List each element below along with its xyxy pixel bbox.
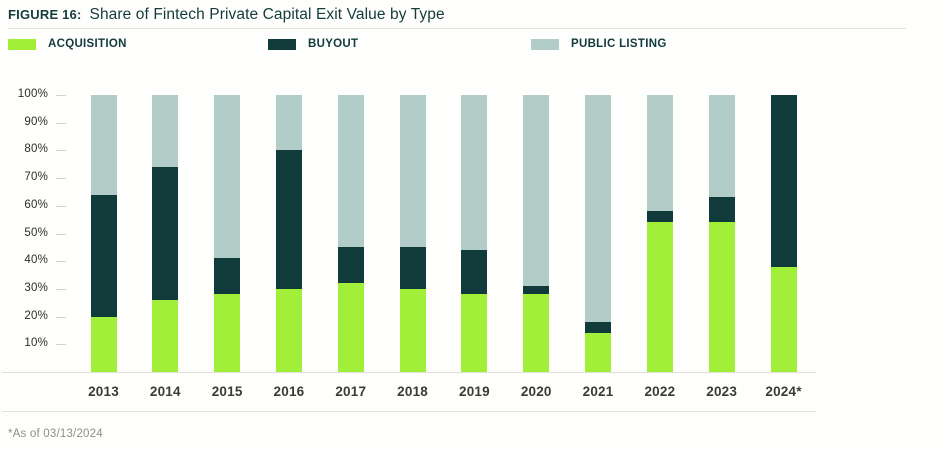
y-axis-tick-mark [56,288,66,290]
figure-header: FIGURE 16: Share of Fintech Private Capi… [8,6,908,24]
figure-number-label: FIGURE 16: [8,7,82,22]
bar-segment-2014-acquisition [152,299,179,372]
y-axis-tick-label: 50% [24,226,48,239]
bar-segment-2022-buyout [646,211,673,223]
y-axis-tick-label: 10% [24,337,48,350]
bar-segment-2019-public-listing [461,95,488,251]
bar-segment-2013-acquisition [90,316,117,372]
y-axis-tick-mark [56,261,66,263]
bar-segment-2018-buyout [399,247,426,289]
bar-segment-2019-acquisition [461,294,488,372]
x-axis-baseline [2,372,816,373]
legend-item-public-listing: PUBLIC LISTING [531,38,667,50]
y-axis-tick-mark [56,205,66,207]
bar-segment-2022-acquisition [646,222,673,372]
bar-segment-2024-acquisition [770,266,797,372]
bar-segment-2016-acquisition [275,288,302,372]
bar-segment-2023-public-listing [708,95,735,198]
bar-segment-2021-buyout [585,322,612,334]
legend-label: BUYOUT [308,38,359,50]
x-axis-label-2014: 2014 [149,384,181,399]
x-axis-label-2016: 2016 [273,384,305,399]
y-axis-tick-label: 70% [24,171,48,184]
bar-segment-2023-buyout [708,197,735,223]
bar-segment-2020-public-listing [523,95,550,287]
x-axis-label-2022: 2022 [644,384,676,399]
bar-segment-2015-acquisition [214,294,241,372]
bar-segment-2016-public-listing [275,95,302,151]
y-axis-tick-mark [56,150,66,152]
bar-segment-2014-public-listing [152,95,179,168]
bar-segment-2013-buyout [90,194,117,317]
chart-legend: ACQUISITION BUYOUT PUBLIC LISTING [0,38,945,58]
bar-segment-2021-public-listing [585,95,612,323]
bar-segment-2014-buyout [152,167,179,300]
bar-segment-2015-public-listing [214,95,241,259]
x-axis-label-2023: 2023 [706,384,738,399]
y-axis-tick-label: 20% [24,309,48,322]
bar-segment-2017-public-listing [337,95,364,248]
legend-swatch [268,38,296,50]
x-axis-label-2015: 2015 [211,384,243,399]
figure-title: Share of Fintech Private Capital Exit Va… [89,6,445,23]
legend-label: ACQUISITION [48,38,127,50]
bar-segment-2017-acquisition [337,283,364,372]
bar-segment-2020-acquisition [523,294,550,372]
bar-segment-2021-acquisition [585,333,612,372]
bar-segment-2020-buyout [523,286,550,295]
legend-label: PUBLIC LISTING [571,38,667,50]
x-axis-label-2017: 2017 [335,384,367,399]
bar-segment-2018-public-listing [399,95,426,248]
y-axis-tick-mark [56,95,66,96]
x-axis-label-2021: 2021 [582,384,614,399]
bar-segment-2018-acquisition [399,288,426,372]
y-axis-tick-label: 40% [24,254,48,267]
y-axis-tick-mark [56,178,66,180]
legend-item-buyout: BUYOUT [268,38,358,50]
y-axis-tick-label: 100% [17,88,48,100]
bar-segment-2019-buyout [461,250,488,295]
legend-item-acquisition: ACQUISITION [8,38,127,50]
y-axis-tick-mark [56,344,66,346]
legend-swatch [531,38,559,50]
y-axis-tick-label: 80% [24,143,48,156]
bar-segment-2022-public-listing [646,95,673,212]
x-axis-label-2019: 2019 [458,384,490,399]
y-axis-tick-label: 60% [24,198,48,211]
x-axis-label-2018: 2018 [397,384,429,399]
y-axis-tick-label: 90% [24,115,48,128]
bottom-divider [2,411,816,412]
header-divider [8,28,906,29]
bar-segment-2024-buyout [770,95,797,267]
bar-segment-2013-public-listing [90,95,117,195]
x-axis-label-2020: 2020 [520,384,552,399]
bar-segment-2015-buyout [214,258,241,295]
y-axis-tick-mark [56,122,66,124]
y-axis-tick-label: 30% [24,281,48,294]
y-axis-tick-mark [56,233,66,235]
legend-swatch [8,38,36,50]
bar-segment-2016-buyout [275,150,302,289]
x-axis-label-2013: 2013 [88,384,119,399]
bar-segment-2023-acquisition [708,222,735,372]
y-axis-tick-mark [56,316,66,318]
x-axis-label-2024: 2024* [765,384,802,399]
footnote: *As of 03/13/2024 [8,428,103,440]
bar-segment-2017-buyout [337,247,364,284]
